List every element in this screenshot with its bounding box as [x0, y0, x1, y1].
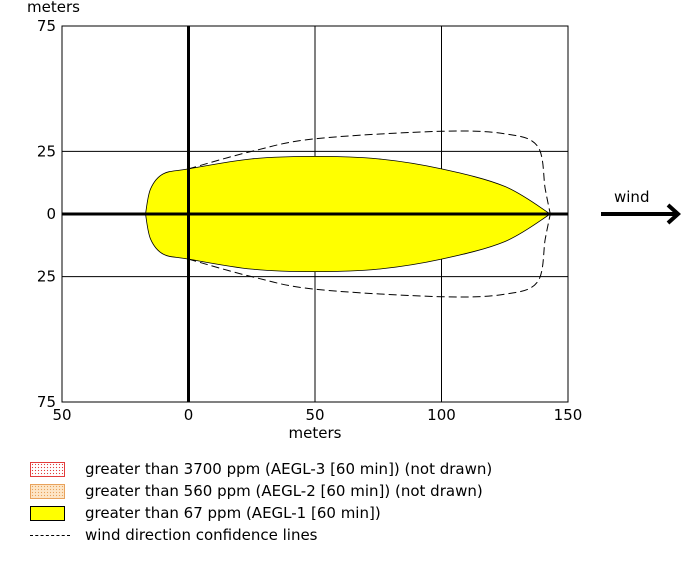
legend-label-aegl2: greater than 560 ppm (AEGL-2 [60 min]) (…	[85, 482, 483, 500]
legend-label-aegl3: greater than 3700 ppm (AEGL-3 [60 min]) …	[85, 460, 493, 478]
x-tick-labels: 50 0 50 100 150	[52, 406, 582, 424]
x-tick-label: 150	[554, 406, 583, 424]
y-axis-label: meters	[27, 0, 80, 16]
wind-indicator: wind	[601, 188, 681, 225]
y-tick-label: 75	[37, 393, 56, 411]
y-tick-label: 75	[37, 17, 56, 35]
legend-swatch-confidence	[30, 535, 70, 536]
legend-label-confidence: wind direction confidence lines	[85, 526, 318, 544]
legend-swatch-aegl2	[30, 484, 65, 499]
x-axis-label: meters	[289, 424, 342, 442]
wind-arrow-head	[666, 203, 681, 225]
threat-zone-plot: meters meters 75 25 0 25 75 50 0 50 100 150 wind	[27, 0, 681, 442]
y-tick-label: 0	[46, 205, 56, 223]
y-tick-labels: 75 25 0 25 75	[37, 17, 56, 411]
x-tick-label: 50	[305, 406, 324, 424]
legend-swatch-aegl1	[30, 506, 65, 521]
y-tick-label: 25	[37, 268, 56, 286]
confidence-line-upper	[188, 130, 551, 215]
legend-item-aegl1: greater than 67 ppm (AEGL-1 [60 min])	[30, 502, 492, 524]
x-tick-label: 0	[184, 406, 194, 424]
legend-label-aegl1: greater than 67 ppm (AEGL-1 [60 min])	[85, 504, 381, 522]
x-tick-label: 100	[427, 406, 456, 424]
legend: greater than 3700 ppm (AEGL-3 [60 min]) …	[30, 458, 492, 546]
y-tick-label: 25	[37, 142, 56, 160]
legend-item-aegl3: greater than 3700 ppm (AEGL-3 [60 min]) …	[30, 458, 492, 480]
wind-label: wind	[614, 188, 649, 206]
confidence-line-lower	[188, 213, 551, 298]
legend-item-aegl2: greater than 560 ppm (AEGL-2 [60 min]) (…	[30, 480, 492, 502]
legend-item-confidence: wind direction confidence lines	[30, 524, 492, 546]
legend-swatch-aegl3	[30, 462, 65, 477]
x-tick-label: 50	[52, 406, 71, 424]
